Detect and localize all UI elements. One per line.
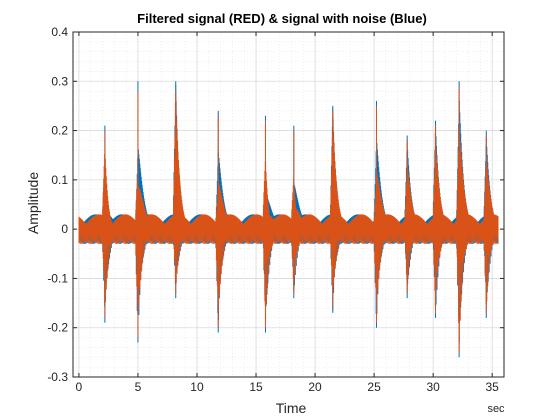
x-tick-label: 15	[249, 380, 263, 394]
x-axis-unit-label: sec	[487, 403, 505, 415]
y-tick-label: -0.2	[47, 321, 68, 335]
series-layer	[78, 81, 499, 358]
y-tick-label: -0.3	[47, 370, 68, 384]
plot-frame	[72, 31, 505, 378]
x-tick-label: 25	[367, 380, 381, 394]
x-axis-label: Time	[276, 400, 307, 416]
chart-title: Filtered signal (RED) & signal with nois…	[137, 11, 427, 26]
y-tick-label: 0	[61, 222, 68, 236]
x-tick-label: 10	[190, 380, 204, 394]
ticks: 0 5 10 15 20 25 30 35 -0.3 -0.2 -0.1 0 0.1 0.2 0.3 0.4	[47, 25, 504, 394]
x-tick-label: 30	[426, 380, 440, 394]
y-tick-label: 0.1	[51, 173, 68, 187]
y-tick-label: 0.2	[51, 124, 68, 138]
y-tick-label: 0.3	[51, 74, 68, 88]
y-tick-label: -0.1	[47, 271, 68, 285]
x-tick-label: 5	[135, 380, 142, 394]
x-tick-label: 0	[76, 380, 83, 394]
series-filtered	[78, 86, 499, 353]
minor-grid	[73, 32, 504, 377]
y-axis-label: Amplitude	[25, 172, 41, 234]
y-tick-label: 0.4	[51, 25, 68, 39]
x-tick-label: 20	[308, 380, 322, 394]
x-tick-label: 35	[486, 380, 500, 394]
